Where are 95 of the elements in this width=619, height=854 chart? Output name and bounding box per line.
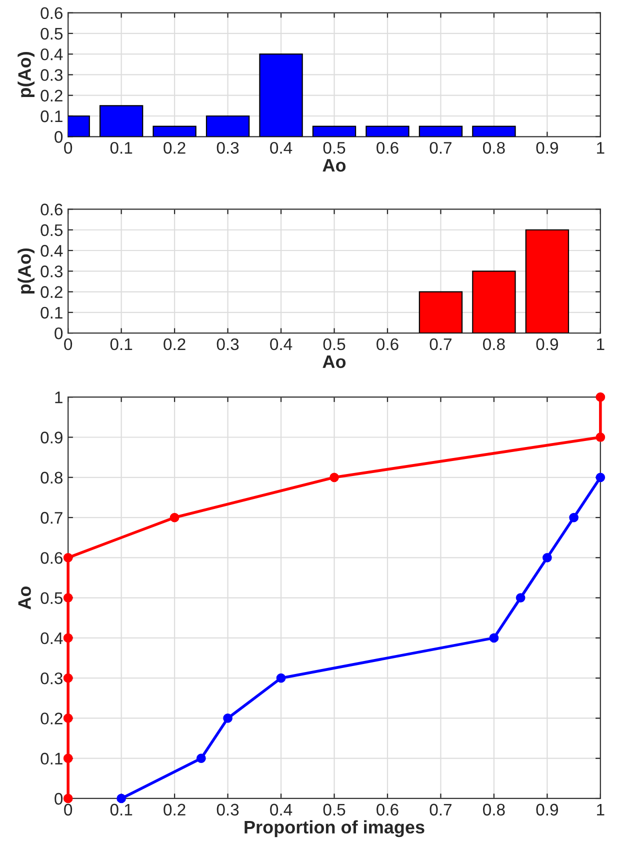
y-tick-label: 1: [55, 392, 62, 404]
point: [116, 794, 126, 804]
bar: [472, 126, 516, 137]
point: [63, 754, 73, 764]
x-tick-label: 0.4: [270, 142, 292, 154]
x-tick-label: 0.9: [536, 804, 558, 816]
bar: [525, 229, 570, 334]
y-axis-title: p(Ao): [18, 52, 35, 98]
point: [63, 673, 73, 683]
y-tick-label: 0: [54, 131, 63, 143]
point: [276, 673, 286, 683]
point: [489, 633, 499, 643]
y-tick-label: 0.6: [40, 204, 62, 216]
point: [596, 432, 606, 442]
x-tick-label: 0.1: [110, 338, 132, 350]
y-tick-label: 0.1: [40, 752, 62, 765]
point: [63, 794, 73, 804]
point: [569, 512, 578, 522]
point: [63, 714, 73, 723]
x-tick-label: 0.8: [483, 338, 505, 350]
bar: [418, 126, 463, 137]
x-tick-label: 0.8: [483, 804, 505, 816]
x-tick-label: 0.2: [164, 338, 186, 350]
bar: [152, 126, 196, 137]
y-tick-label: 0.2: [40, 286, 62, 298]
x-tick-label: 0.5: [323, 142, 346, 154]
point: [330, 472, 339, 482]
y-tick-label: 0.2: [40, 90, 62, 102]
x-axis-title: Ao: [322, 356, 346, 368]
y-tick-label: 0.1: [40, 110, 62, 122]
point: [63, 633, 73, 643]
bar: [206, 115, 250, 137]
x-tick-label: 1: [597, 804, 604, 816]
bar: [472, 270, 516, 334]
y-tick-label: 0.2: [40, 712, 62, 724]
y-tick-label: 0: [54, 792, 63, 805]
x-axis-title: Ao: [322, 159, 346, 172]
y-tick-label: 0.5: [40, 592, 63, 604]
bar: [366, 126, 410, 137]
x-axis-title: Proportion of images: [244, 820, 424, 838]
y-tick-label: 0.7: [40, 512, 62, 524]
x-tick-label: 0.7: [430, 804, 452, 816]
x-tick-label: 0.4: [270, 804, 292, 816]
y-tick-label: 0.4: [40, 48, 63, 60]
y-tick-label: 0.5: [40, 224, 63, 236]
x-tick-label: 0.2: [164, 142, 186, 154]
y-axis-title: Ao: [18, 586, 31, 610]
x-tick-label: 0.9: [536, 142, 558, 154]
x-tick-label: 1: [597, 142, 604, 154]
bar: [99, 105, 144, 137]
y-axis-title: p(Ao): [18, 248, 35, 294]
bar: [312, 126, 356, 137]
y-tick-label: 0.8: [40, 472, 63, 484]
x-tick-label: 0: [64, 804, 72, 816]
point: [63, 593, 73, 602]
x-tick-label: 0.5: [323, 338, 346, 350]
x-tick-label: 0.8: [483, 142, 505, 154]
x-tick-label: 0.2: [164, 804, 186, 816]
point: [516, 593, 526, 602]
x-tick-label: 0.6: [376, 142, 398, 154]
y-tick-label: 0.5: [40, 28, 63, 40]
point: [596, 472, 606, 482]
x-tick-label: 0: [64, 142, 72, 154]
bar: [259, 54, 303, 137]
point: [596, 392, 606, 402]
x-tick-label: 0.9: [536, 338, 558, 350]
x-tick-label: 0.3: [216, 804, 239, 816]
x-tick-label: 0.5: [323, 804, 346, 816]
x-tick-label: 0.6: [376, 804, 398, 816]
bar: [418, 291, 463, 334]
x-tick-label: 0.3: [216, 142, 239, 154]
x-tick-label: 0.7: [430, 338, 452, 350]
y-tick-label: 0.6: [40, 552, 62, 564]
x-tick-label: 0.4: [270, 338, 292, 350]
y-tick-label: 0.4: [40, 632, 63, 644]
y-tick-label: 0.9: [40, 432, 62, 444]
y-tick-label: 0.3: [40, 266, 62, 278]
point: [63, 552, 73, 562]
y-tick-label: 0.4: [40, 244, 63, 257]
point: [542, 552, 552, 562]
x-tick-label: 0.1: [110, 142, 132, 154]
y-tick-label: 0.1: [40, 306, 62, 319]
x-tick-label: 0.6: [376, 338, 398, 350]
y-tick-label: 0: [54, 327, 63, 340]
y-tick-label: 0.3: [40, 672, 62, 684]
y-tick-label: 0.6: [40, 7, 62, 20]
x-tick-label: 0.1: [110, 804, 132, 816]
x-tick-label: 0.3: [216, 338, 239, 350]
x-tick-label: 1: [597, 338, 604, 350]
y-tick-label: 0.3: [40, 69, 62, 81]
x-tick-label: 0.7: [430, 142, 452, 154]
point: [170, 512, 180, 522]
point: [196, 754, 206, 764]
point: [223, 714, 232, 723]
x-tick-label: 0: [64, 338, 72, 350]
